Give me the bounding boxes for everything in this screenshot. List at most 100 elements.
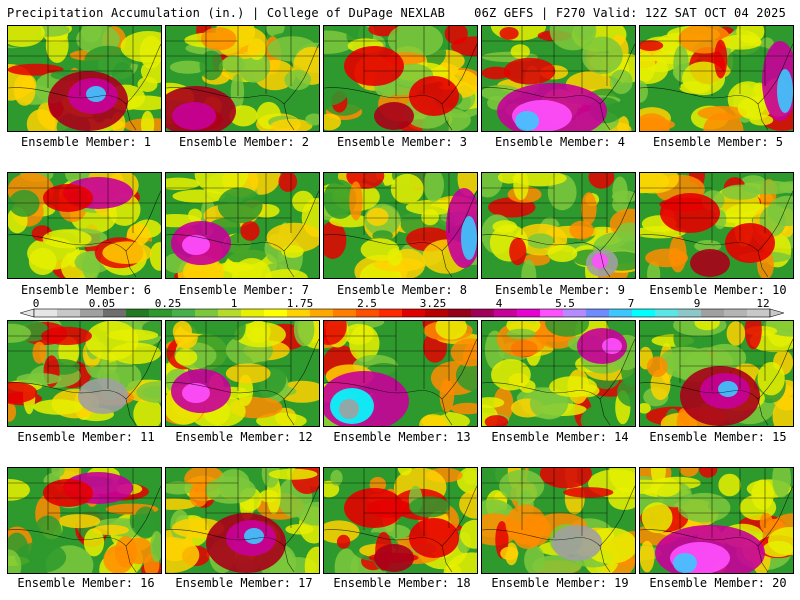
ensemble-member-map — [639, 172, 794, 279]
colorbar-segment — [195, 309, 219, 317]
colorbar-segment — [57, 309, 81, 317]
ensemble-member-map — [7, 467, 162, 574]
colorbar-tick-label: 7 — [627, 297, 635, 310]
colorbar-segment — [540, 309, 564, 317]
ensemble-member-map — [481, 320, 636, 427]
colorbar-segment — [632, 309, 656, 317]
ensemble-member-label: Ensemble Member: 2 — [178, 135, 310, 149]
ensemble-member-map — [323, 320, 478, 427]
ensemble-member-label: Ensemble Member: 14 — [491, 430, 629, 444]
ensemble-member-map — [165, 25, 320, 132]
colorbar-segment — [172, 309, 196, 317]
colorbar-segment — [586, 309, 610, 317]
colorbar-segment — [218, 309, 242, 317]
ensemble-member-map — [481, 172, 636, 279]
ensemble-member-label: Ensemble Member: 5 — [652, 135, 784, 149]
ensemble-member-map — [639, 25, 794, 132]
colorbar-segment — [356, 309, 380, 317]
colorbar-segment — [310, 309, 334, 317]
ensemble-member-label: Ensemble Member: 1 — [20, 135, 152, 149]
precip-field — [640, 468, 793, 573]
ensemble-member-map — [7, 320, 162, 427]
ensemble-member-map — [7, 25, 162, 132]
colorbar-segment — [701, 309, 725, 317]
colorbar-segment — [333, 309, 357, 317]
colorbar-segment — [563, 309, 587, 317]
ensemble-member-label: Ensemble Member: 18 — [333, 576, 471, 590]
ensemble-member-map — [323, 467, 478, 574]
precip-field — [166, 321, 319, 426]
colorbar-tick-label: 4 — [495, 297, 503, 310]
ensemble-member-map — [323, 25, 478, 132]
precip-field — [482, 173, 635, 278]
precip-field — [324, 468, 477, 573]
ensemble-member-map — [481, 467, 636, 574]
ensemble-member-label: Ensemble Member: 6 — [20, 283, 152, 297]
precip-field — [8, 468, 161, 573]
colorbar-segment — [471, 309, 495, 317]
ensemble-member-label: Ensemble Member: 8 — [336, 283, 468, 297]
ensemble-member-map — [7, 172, 162, 279]
colorbar-tick-label: 1 — [230, 297, 238, 310]
ensemble-member-label: Ensemble Member: 19 — [491, 576, 629, 590]
precip-field — [482, 321, 635, 426]
colorbar-tick-label: 9 — [693, 297, 701, 310]
colorbar-segment — [241, 309, 265, 317]
colorbar-segment — [149, 309, 173, 317]
precip-field — [8, 26, 161, 131]
precip-field — [324, 173, 477, 278]
precip-field — [8, 321, 161, 426]
precip-field — [324, 321, 477, 426]
precip-field — [8, 173, 161, 278]
ensemble-member-label: Ensemble Member: 4 — [494, 135, 626, 149]
precip-field — [166, 468, 319, 573]
ensemble-member-map — [639, 467, 794, 574]
ensemble-member-label: Ensemble Member: 13 — [333, 430, 471, 444]
colorbar — [20, 308, 784, 318]
colorbar-ticks: 0 0.05 0.25 1 1.75 2.5 3.25 4 5.5 7 9 12 — [0, 0, 800, 310]
header-run-info: 06Z GEFS | F270 Valid: 12Z SAT OCT 04 20… — [474, 6, 786, 20]
precip-field — [324, 26, 477, 131]
ensemble-member-map — [165, 172, 320, 279]
ensemble-member-label: Ensemble Member: 20 — [649, 576, 787, 590]
ensemble-member-label: Ensemble Member: 3 — [336, 135, 468, 149]
colorbar-segment — [448, 309, 472, 317]
ensemble-member-label: Ensemble Member: 10 — [649, 283, 787, 297]
colorbar-segment — [747, 309, 771, 317]
ensemble-member-label: Ensemble Member: 9 — [494, 283, 626, 297]
colorbar-tick-label: 0.25 — [154, 297, 182, 310]
ensemble-member-map — [639, 320, 794, 427]
colorbar-segment — [287, 309, 311, 317]
ensemble-member-map — [481, 25, 636, 132]
colorbar-tick-label: 3.25 — [419, 297, 447, 310]
precip-field — [640, 321, 793, 426]
ensemble-member-label: Ensemble Member: 12 — [175, 430, 313, 444]
colorbar-segment — [609, 309, 633, 317]
colorbar-segment — [103, 309, 127, 317]
colorbar-tick-label: 0 — [32, 297, 40, 310]
precip-field — [166, 26, 319, 131]
colorbar-segment — [724, 309, 748, 317]
ensemble-member-label: Ensemble Member: 17 — [175, 576, 313, 590]
colorbar-segment — [126, 309, 150, 317]
header-title: Precipitation Accumulation (in.) | Colle… — [7, 6, 446, 20]
ensemble-member-label: Ensemble Member: 15 — [649, 430, 787, 444]
colorbar-tick-label: 12 — [756, 297, 770, 310]
ensemble-member-map — [323, 172, 478, 279]
colorbar-tick-label: 0.05 — [88, 297, 116, 310]
colorbar-segment — [655, 309, 679, 317]
colorbar-tick-label: 1.75 — [286, 297, 314, 310]
colorbar-tick-label: 2.5 — [357, 297, 377, 310]
colorbar-segment — [494, 309, 518, 317]
colorbar-left-arrow — [20, 308, 35, 318]
colorbar-segment — [264, 309, 288, 317]
colorbar-segment — [402, 309, 426, 317]
colorbar-segment — [678, 309, 702, 317]
ensemble-member-label: Ensemble Member: 7 — [178, 283, 310, 297]
colorbar-tick-label: 5.5 — [555, 297, 575, 310]
colorbar-segment — [34, 309, 58, 317]
colorbar-segment — [517, 309, 541, 317]
precip-field — [166, 173, 319, 278]
precip-field — [640, 173, 793, 278]
